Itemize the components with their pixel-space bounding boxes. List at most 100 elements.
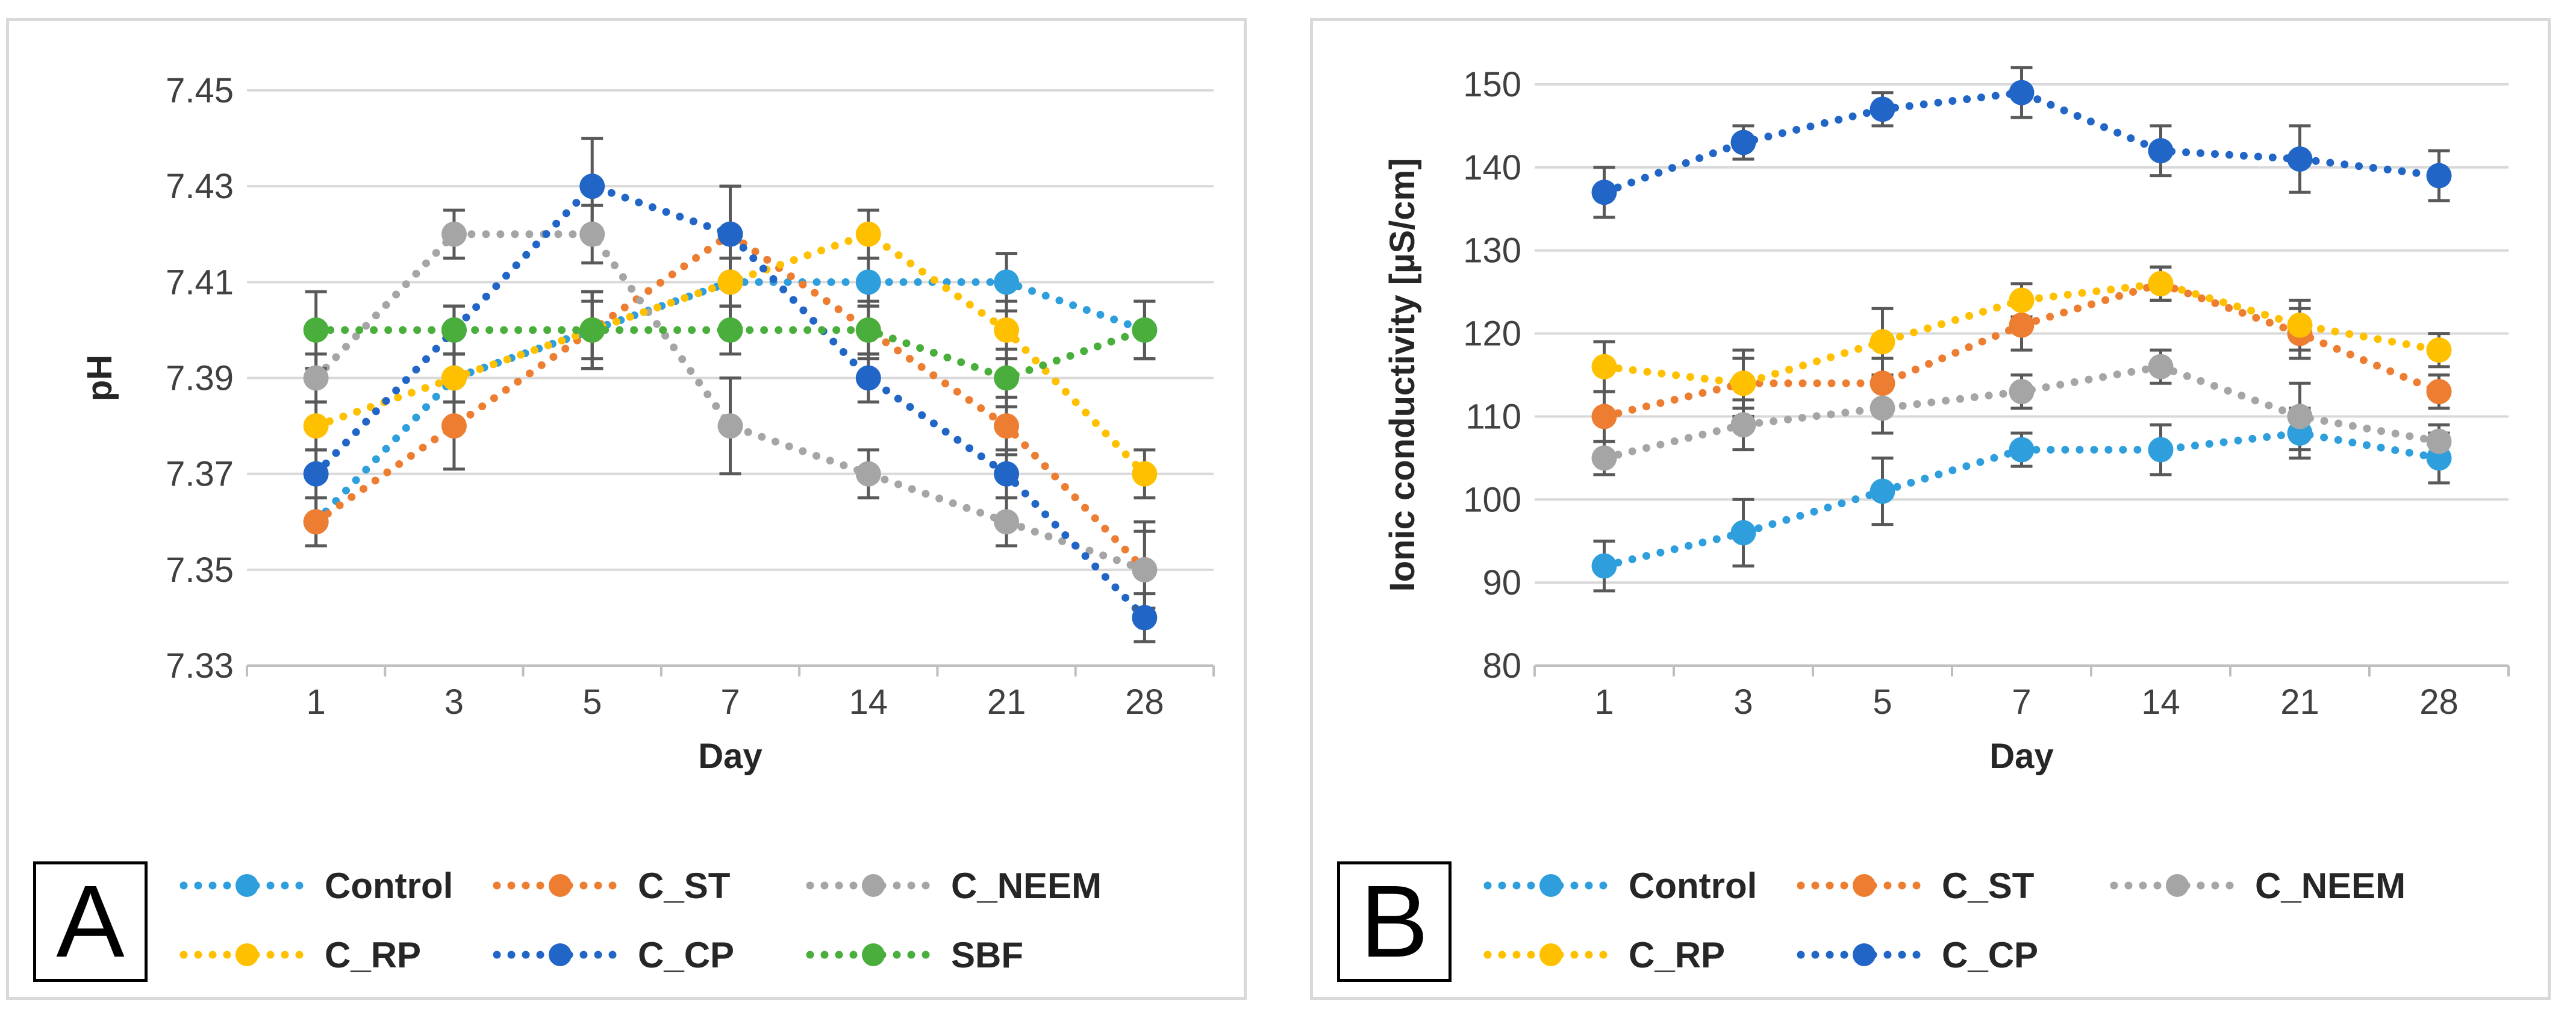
data-point-c-neem	[717, 413, 743, 439]
data-point-c-neem	[2148, 354, 2174, 380]
data-point-c-cp	[855, 365, 881, 391]
data-point-c-neem	[579, 221, 605, 247]
legend-item-c-rp: C_RP	[1482, 925, 1725, 985]
legend-label: C_RP	[325, 934, 422, 975]
y-axis-title: pH	[80, 355, 119, 401]
y-tick-label: 140	[1463, 148, 1521, 187]
y-tick-label: 7.37	[166, 455, 234, 494]
data-point-sbf	[1132, 317, 1158, 343]
legend-swatch	[806, 874, 941, 897]
y-tick-label: 7.43	[166, 167, 234, 206]
data-point-c-cp	[1730, 130, 1756, 155]
data-point-c-rp	[2148, 270, 2174, 296]
y-tick-label: 7.33	[166, 646, 234, 686]
data-point-c-st	[1870, 370, 1895, 396]
legend-swatch	[1483, 874, 1618, 897]
data-point-control	[2148, 437, 2174, 463]
legend-item-c-st: C_ST	[1795, 855, 2034, 916]
x-tick-label: 7	[2012, 682, 2031, 722]
data-point-c-st	[2009, 312, 2035, 338]
legend-swatch	[1483, 943, 1618, 966]
data-point-c-st	[303, 509, 329, 535]
y-tick-label: 7.39	[166, 359, 234, 398]
data-point-c-neem	[303, 365, 329, 391]
chart-panel-b: 80 90 100 110 120 130 140 150 1 3 5 7 14 21 28 Day Ionic…	[1310, 18, 2551, 1000]
y-tick-label: 150	[1463, 65, 1521, 104]
data-point-sbf	[855, 317, 881, 343]
legend-label: Control	[325, 865, 454, 906]
legend-swatch	[179, 874, 314, 897]
data-point-sbf	[579, 317, 605, 343]
legend-label: C_NEEM	[951, 865, 1102, 906]
data-point-c-neem	[1591, 445, 1617, 471]
legend-a: Control C_ST C_NEEM C_RP C_CP SBF	[178, 855, 1238, 988]
y-tick-label: 7.45	[166, 71, 234, 110]
legend-label: C_RP	[1629, 934, 1726, 975]
y-tick-label: 7.41	[166, 263, 234, 302]
data-point-c-cp	[1591, 180, 1617, 205]
legend-label: C_CP	[638, 934, 735, 975]
x-tick-label: 7	[720, 682, 740, 722]
data-point-c-rp	[1730, 370, 1756, 396]
data-point-c-cp	[303, 461, 329, 487]
data-point-sbf	[303, 317, 329, 343]
data-point-sbf	[441, 317, 467, 343]
data-point-control	[1591, 553, 1617, 579]
data-point-c-cp	[2287, 146, 2313, 172]
data-point-c-rp	[1132, 461, 1158, 487]
data-point-c-neem	[1870, 395, 1895, 421]
legend-swatch	[493, 874, 628, 897]
legend-item-c-neem: C_NEEM	[2108, 855, 2406, 916]
data-point-c-neem	[855, 461, 881, 487]
data-point-c-cp	[1870, 96, 1895, 122]
data-point-c-cp	[579, 173, 605, 199]
x-tick-label: 14	[2141, 682, 2180, 722]
data-point-c-st	[994, 413, 1020, 439]
data-point-c-rp	[855, 221, 881, 247]
legend-swatch	[493, 943, 628, 966]
data-point-sbf	[717, 317, 743, 343]
legend-item-c-cp: C_CP	[491, 925, 734, 985]
data-point-c-neem	[1132, 557, 1158, 583]
legend-swatch	[1797, 943, 1932, 966]
legend-swatch	[1797, 874, 1932, 897]
legend-item-sbf: SBF	[804, 925, 1023, 985]
data-point-c-cp	[2009, 80, 2035, 105]
data-point-c-st	[2426, 379, 2452, 405]
data-point-c-neem	[2287, 404, 2313, 429]
x-tick-label: 21	[987, 682, 1026, 722]
data-point-c-neem	[2009, 379, 2035, 405]
data-point-c-rp	[2426, 337, 2452, 363]
x-tick-label: 1	[307, 682, 326, 722]
panel-label-a: A	[33, 861, 148, 982]
data-point-c-neem	[441, 221, 467, 247]
data-point-control	[1870, 478, 1895, 504]
data-point-c-neem	[2426, 428, 2452, 454]
y-tick-label: 7.35	[166, 551, 234, 590]
data-point-c-cp	[994, 461, 1020, 487]
legend-b: Control C_ST C_NEEM C_RP C_CP	[1482, 855, 2542, 988]
x-axis-title: Day	[1989, 737, 2053, 776]
ph-chart: 7.33 7.35 7.37 7.39 7.41 7.43 7.45 1 3 5 7 14 21 28 Da…	[80, 71, 1215, 776]
data-point-control	[1730, 520, 1756, 546]
legend-item-c-st: C_ST	[491, 855, 730, 916]
data-point-sbf	[994, 365, 1020, 391]
legend-item-control: Control	[178, 855, 453, 916]
x-tick-label: 1	[1594, 682, 1614, 722]
data-point-c-rp	[994, 317, 1020, 343]
y-tick-label: 100	[1463, 480, 1521, 519]
y-tick-label: 80	[1482, 646, 1521, 686]
legend-label: C_CP	[1942, 934, 2039, 975]
legend-label: Control	[1629, 865, 1757, 906]
data-point-c-cp	[2426, 163, 2452, 189]
legend-label: SBF	[951, 934, 1023, 975]
legend-label: C_ST	[638, 865, 731, 906]
legend-item-control: Control	[1482, 855, 1757, 916]
panel-label-b: B	[1337, 861, 1452, 982]
x-tick-label: 3	[444, 682, 464, 722]
x-tick-label: 21	[2280, 682, 2319, 722]
data-point-control	[994, 269, 1020, 295]
data-point-c-st	[1591, 404, 1617, 429]
x-tick-label: 3	[1733, 682, 1753, 722]
chart-panel-a: 7.33 7.35 7.37 7.39 7.41 7.43 7.45 1 3 5 7 14 21 28 Da…	[6, 18, 1247, 1000]
